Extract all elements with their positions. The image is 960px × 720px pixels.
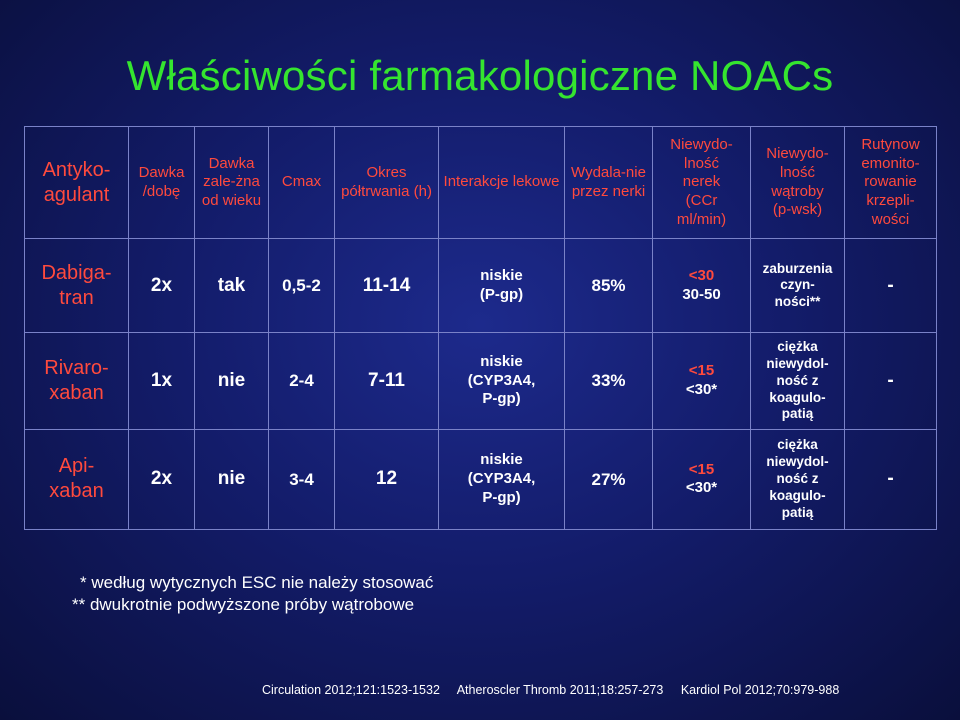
cell-line: <15 — [688, 460, 715, 478]
header-antykoagulant: Antyko-agulant — [24, 125, 129, 240]
cell-line: zaburzenia — [762, 260, 833, 276]
header-row: Antyko-agulant Dawka /dobę Dawka zale-żn… — [24, 125, 937, 240]
cell-line: niskie — [480, 352, 523, 370]
cell-nerki: <15 <30* — [652, 428, 751, 531]
cell-line: P-gp) — [482, 390, 521, 408]
cell-wydalanie: 27% — [564, 428, 653, 531]
header-rutynowe: Rutynow emonito- rowanie krzepli- wości — [844, 125, 937, 240]
cell-cmax: 0,5-2 — [268, 238, 335, 334]
cell-line: ności** — [774, 294, 821, 310]
header-wydalanie: Wydala-nie przez nerki — [564, 125, 653, 240]
cell-okres: 12 — [334, 428, 439, 531]
cell-line: ność z — [776, 470, 819, 486]
cell-interakcje: niskie (CYP3A4, P-gp) — [438, 428, 565, 531]
header-nerki-line: Niewydo-lność — [670, 135, 733, 172]
drug-name-line: Rivaro- — [44, 357, 109, 380]
header-nerki-line: (CCr — [685, 192, 718, 209]
cell-watroba: ciężka niewydol- ność z koagulo- patią — [750, 332, 845, 430]
cell-line: <30* — [685, 479, 718, 497]
cell-line: czyn- — [780, 277, 815, 293]
cell-dawka: 1x — [128, 332, 195, 430]
cell-okres: 7-11 — [334, 332, 439, 430]
cell-watroba: ciężka niewydol- ność z koagulo- patią — [750, 428, 845, 531]
table-row: Dabiga- tran 2x tak 0,5-2 11-14 niskie (… — [24, 238, 937, 334]
cell-line: ciężka — [777, 338, 818, 354]
citation: Circulation 2012;121:1523-1532 — [262, 683, 440, 697]
cell-line: 30-50 — [682, 285, 721, 303]
cell-line: koagulo- — [769, 487, 826, 503]
cell-line: ność z — [776, 372, 819, 388]
citation: Kardiol Pol 2012;70:979-988 — [680, 683, 840, 697]
header-rutynowe-line: rowanie — [864, 173, 917, 191]
drug-name: Api- xaban — [24, 428, 129, 531]
cell-line: ciężka — [777, 437, 818, 453]
cell-line: niewydol- — [766, 454, 829, 470]
header-dawka: Dawka /dobę — [128, 125, 195, 240]
footnote: ** dwukrotnie podwyższone próby wątrobow… — [72, 595, 415, 614]
cell-line: <30 — [688, 267, 715, 285]
cell-okres: 11-14 — [334, 238, 439, 334]
cell-zalezna: nie — [194, 428, 269, 531]
header-nerki-line: ml/min) — [676, 210, 727, 228]
footnotes: * według wytycznych ESC nie należy stoso… — [72, 572, 434, 616]
cell-wydalanie: 33% — [564, 332, 653, 430]
cell-interakcje: niskie (P-gp) — [438, 238, 565, 334]
header-watroba-line: wątroby — [771, 182, 824, 200]
header-watroba-line: (p-wsk) — [772, 201, 823, 219]
drug-name-line: Api- — [58, 455, 95, 478]
cell-line: (CYP3A4, — [467, 371, 536, 389]
cell-watroba: zaburzenia czyn- ności** — [750, 238, 845, 334]
citations: Circulation 2012;121:1523-1532 Atheroscl… — [262, 683, 853, 697]
table-row: Api- xaban 2x nie 3-4 12 niskie (CYP3A4,… — [24, 428, 937, 531]
header-cmax: Cmax — [268, 125, 335, 240]
cell-interakcje: niskie (CYP3A4, P-gp) — [438, 332, 565, 430]
cell-line: niewydol- — [766, 355, 829, 371]
cell-zalezna: tak — [194, 238, 269, 334]
header-rutynowe-line: Rutynow — [861, 135, 920, 153]
cell-line: patią — [781, 504, 814, 520]
cell-rutynowe: - — [844, 428, 937, 531]
cell-line: koagulo- — [769, 389, 826, 405]
cell-rutynowe: - — [844, 238, 937, 334]
header-watroba: Niewydo-lność wątroby (p-wsk) — [750, 125, 845, 240]
header-watroba-line: Niewydo-lność — [766, 145, 829, 181]
header-okres: Okres półtrwania (h) — [334, 125, 439, 240]
cell-line: niskie — [480, 451, 523, 469]
drug-name: Dabiga- tran — [24, 238, 129, 334]
cell-nerki: <15 <30* — [652, 332, 751, 430]
header-interakcje: Interakcje lekowe — [438, 125, 565, 240]
header-rutynowe-line: emonito- — [861, 154, 920, 172]
cell-line: P-gp) — [482, 488, 521, 506]
cell-cmax: 3-4 — [268, 428, 335, 531]
cell-line: niskie — [480, 267, 523, 285]
cell-dawka: 2x — [128, 238, 195, 334]
cell-line: patią — [781, 406, 814, 422]
table-row: Rivaro- xaban 1x nie 2-4 7-11 niskie (CY… — [24, 332, 937, 430]
cell-dawka: 2x — [128, 428, 195, 531]
header-nerki: Niewydo-lność nerek (CCr ml/min) — [652, 125, 751, 240]
citation: Atheroscler Thromb 2011;18:257-273 — [456, 683, 664, 697]
cell-line: (CYP3A4, — [467, 469, 536, 487]
cell-rutynowe: - — [844, 332, 937, 430]
cell-line: <30* — [685, 381, 718, 399]
cell-wydalanie: 85% — [564, 238, 653, 334]
cell-zalezna: nie — [194, 332, 269, 430]
cell-line: <15 — [688, 362, 715, 380]
footnote: * według wytycznych ESC nie należy stoso… — [80, 573, 434, 592]
header-dawka-zalezna: Dawka zale-żna od wieku — [194, 125, 269, 240]
cell-line: (P-gp) — [479, 285, 524, 303]
cell-nerki: <30 30-50 — [652, 238, 751, 334]
drug-name-line: tran — [59, 286, 94, 309]
drug-name: Rivaro- xaban — [24, 332, 129, 430]
drug-name-line: xaban — [49, 382, 104, 405]
noac-table: Antyko-agulant Dawka /dobę Dawka zale-żn… — [24, 125, 937, 531]
header-rutynowe-line: wości — [871, 210, 910, 228]
header-rutynowe-line: krzepli- — [866, 192, 915, 209]
drug-name-line: xaban — [49, 480, 104, 503]
drug-name-line: Dabiga- — [41, 261, 112, 284]
page-title: Właściwości farmakologiczne NOACs — [126, 52, 834, 99]
header-nerki-line: nerek — [682, 173, 721, 191]
cell-cmax: 2-4 — [268, 332, 335, 430]
